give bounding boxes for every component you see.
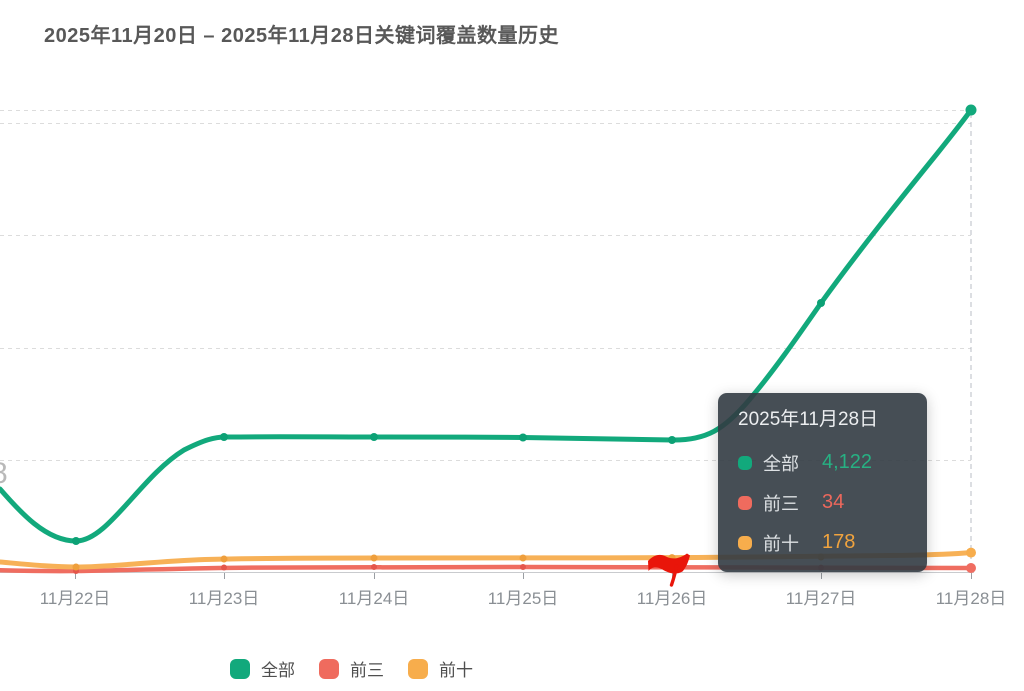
legend-label: 前十 xyxy=(439,661,473,680)
chart-tooltip: 2025年11月28日 全部 4,122 前三 34 前十 178 xyxy=(718,393,927,572)
tooltip-series-value: 4,122 xyxy=(822,451,873,473)
x-axis-label: 11月25日 xyxy=(487,589,559,608)
x-axis-label: 11月26日 xyxy=(636,589,708,608)
legend-swatch-icon xyxy=(230,658,250,679)
legend-item-top10[interactable]: 前十 xyxy=(408,656,473,681)
legend-item-all[interactable]: 全部 xyxy=(230,656,295,681)
data-point-all[interactable] xyxy=(370,433,378,441)
tooltip-series-value: 34 xyxy=(822,491,845,513)
legend-swatch-icon xyxy=(408,658,428,679)
data-point-top10[interactable] xyxy=(72,563,80,571)
flag-icon[interactable] xyxy=(646,551,692,587)
tooltip-series-label: 前三 xyxy=(763,493,799,514)
tooltip-row-top10: 前十 178 xyxy=(738,529,907,556)
tooltip-series-value: 178 xyxy=(822,531,856,553)
x-axis-label: 11月28日 xyxy=(935,589,1007,608)
chart-legend: 全部 前三 前十 xyxy=(230,656,473,681)
data-point-all[interactable] xyxy=(72,537,80,545)
series-marker-icon xyxy=(738,455,752,470)
legend-swatch-icon xyxy=(319,658,339,679)
legend-item-top3[interactable]: 前三 xyxy=(319,656,384,681)
data-point-all-hovered[interactable] xyxy=(965,104,977,116)
data-point-all[interactable] xyxy=(668,436,676,444)
tooltip-row-all: 全部 4,122 xyxy=(738,449,907,476)
page-title: 2025年11月20日 – 2025年11月28日关键词覆盖数量历史 xyxy=(44,25,559,47)
legend-label: 前三 xyxy=(350,661,384,680)
legend-label: 全部 xyxy=(261,661,295,680)
data-point-top3-hovered[interactable] xyxy=(966,563,976,573)
x-axis-label: 11月27日 xyxy=(785,589,857,608)
x-axis-label: 11月23日 xyxy=(188,589,260,608)
data-point-top3[interactable] xyxy=(520,564,526,570)
data-point-top3[interactable] xyxy=(371,564,377,570)
clipped-watermark-text: 8 xyxy=(0,458,13,492)
tooltip-row-top3: 前三 34 xyxy=(738,489,907,516)
data-point-all[interactable] xyxy=(220,433,228,441)
data-point-top10[interactable] xyxy=(519,554,527,562)
x-axis-label: 11月22日 xyxy=(39,589,111,608)
tooltip-date-title: 2025年11月28日 xyxy=(738,409,879,430)
x-axis-label: 11月24日 xyxy=(338,589,410,608)
data-point-top10[interactable] xyxy=(220,555,228,563)
series-marker-icon xyxy=(738,495,752,510)
data-point-top3[interactable] xyxy=(221,564,227,571)
tooltip-series-label: 全部 xyxy=(763,453,799,474)
tooltip-series-label: 前十 xyxy=(763,533,799,554)
data-point-all[interactable] xyxy=(519,433,527,442)
series-marker-icon xyxy=(738,535,752,550)
data-point-all[interactable] xyxy=(817,299,825,307)
data-point-top10-hovered[interactable] xyxy=(966,547,976,558)
data-point-top10[interactable] xyxy=(370,554,378,562)
